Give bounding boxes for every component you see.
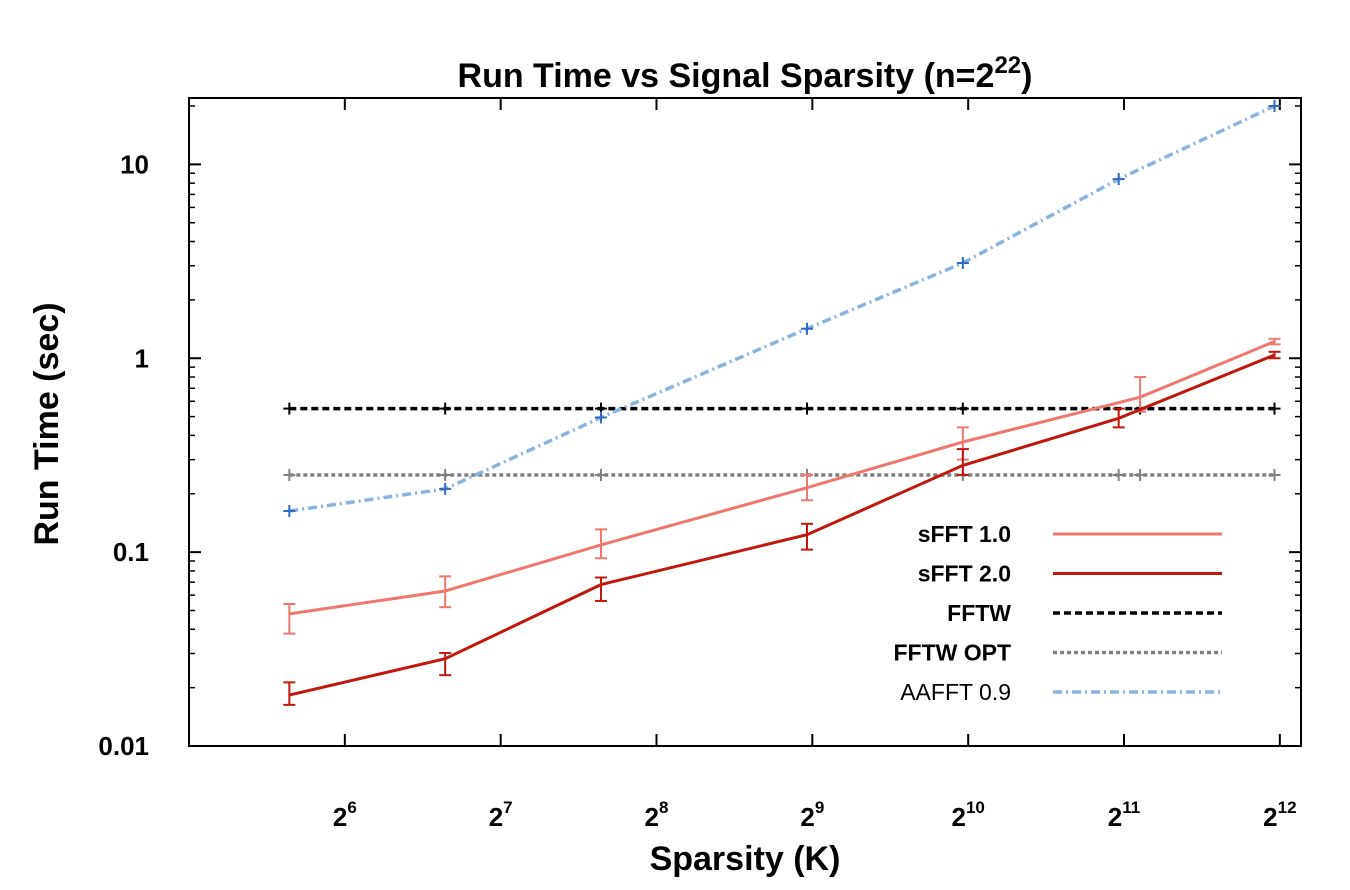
x-tick-base: 2 — [489, 802, 503, 832]
series-line — [288, 353, 1276, 697]
x-tick-label: 26 — [333, 798, 357, 832]
x-tick-exponent: 12 — [1278, 798, 1297, 817]
legend-label: sFFT 2.0 — [918, 561, 1011, 587]
chart-title-sup: 22 — [994, 52, 1021, 79]
y-tick-label: 1 — [135, 343, 149, 373]
legend-label: sFFT 1.0 — [918, 521, 1011, 547]
x-tick-label: 27 — [489, 798, 513, 832]
series-fftw-opt — [283, 468, 1281, 481]
legend-label: FFTW OPT — [893, 640, 1011, 666]
y-axis-label: Run Time (sec) — [28, 302, 66, 545]
series-layer — [283, 100, 1281, 706]
series-sfft-1-0 — [283, 337, 1281, 635]
x-tick-exponent: 11 — [1122, 798, 1140, 817]
legend: sFFT 1.0 sFFT 2.0 FFTW FFTW OPT AAFFT 0.9 — [893, 521, 1222, 705]
x-tick-base: 2 — [800, 802, 814, 832]
chart-title-tail: ) — [1021, 57, 1032, 95]
x-tick-exponent: 6 — [347, 798, 356, 817]
series-aafft-0-9 — [283, 100, 1281, 517]
plot-frame — [188, 97, 1302, 747]
series-sfft-2-0 — [283, 350, 1281, 706]
x-tick-base: 2 — [1108, 802, 1122, 832]
chart-title-main: Run Time vs Signal Sparsity (n=2 — [458, 57, 995, 95]
x-tick-base: 2 — [645, 802, 659, 832]
x-tick-exponent: 7 — [503, 798, 512, 817]
x-tick-exponent: 10 — [966, 798, 985, 817]
x-axis-label: Sparsity (K) — [650, 840, 841, 878]
x-tick-label: 28 — [645, 798, 669, 832]
x-tick-label: 210 — [951, 798, 984, 832]
chart-title: Run Time vs Signal Sparsity (n=222) — [458, 52, 1033, 95]
y-tick-label: 10 — [120, 149, 149, 179]
y-tick-label: 0.01 — [98, 731, 149, 761]
x-tick-label: 29 — [800, 798, 824, 832]
legend-label: FFTW — [947, 600, 1011, 626]
x-tick-exponent: 9 — [815, 798, 824, 817]
y-tick-label: 0.1 — [113, 537, 149, 567]
legend-label: AAFFT 0.9 — [900, 679, 1011, 705]
x-tick-label: 212 — [1263, 798, 1296, 832]
x-tick-label: 211 — [1108, 798, 1140, 832]
x-tick-base: 2 — [333, 802, 347, 832]
x-tick-exponent: 8 — [659, 798, 668, 817]
x-tick-base: 2 — [1263, 802, 1277, 832]
series-line — [289, 104, 1276, 513]
x-tick-base: 2 — [951, 802, 965, 832]
